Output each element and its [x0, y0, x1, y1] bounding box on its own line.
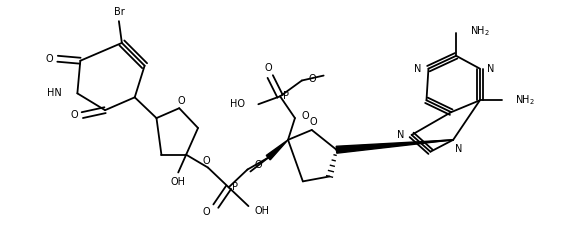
Text: N: N: [455, 144, 463, 154]
Text: P: P: [232, 182, 237, 192]
Text: OH: OH: [255, 206, 270, 216]
Text: O: O: [177, 96, 185, 106]
Polygon shape: [266, 140, 288, 160]
Text: HN: HN: [47, 88, 61, 98]
Text: O: O: [302, 111, 310, 121]
Text: O: O: [202, 207, 210, 217]
Text: P: P: [283, 91, 289, 101]
Text: O: O: [310, 117, 317, 127]
Text: HO: HO: [229, 99, 244, 109]
Text: N: N: [414, 64, 422, 74]
Text: N: N: [397, 130, 405, 140]
Text: N: N: [487, 64, 494, 74]
Text: O: O: [46, 54, 53, 64]
Text: NH$_2$: NH$_2$: [470, 24, 490, 38]
Text: O: O: [71, 110, 78, 120]
Text: OH: OH: [171, 177, 186, 187]
Text: O: O: [309, 74, 316, 83]
Text: Br: Br: [113, 7, 124, 17]
Polygon shape: [336, 140, 453, 153]
Text: O: O: [202, 156, 210, 166]
Text: O: O: [265, 63, 272, 73]
Text: O: O: [254, 160, 262, 170]
Text: NH$_2$: NH$_2$: [515, 93, 536, 107]
